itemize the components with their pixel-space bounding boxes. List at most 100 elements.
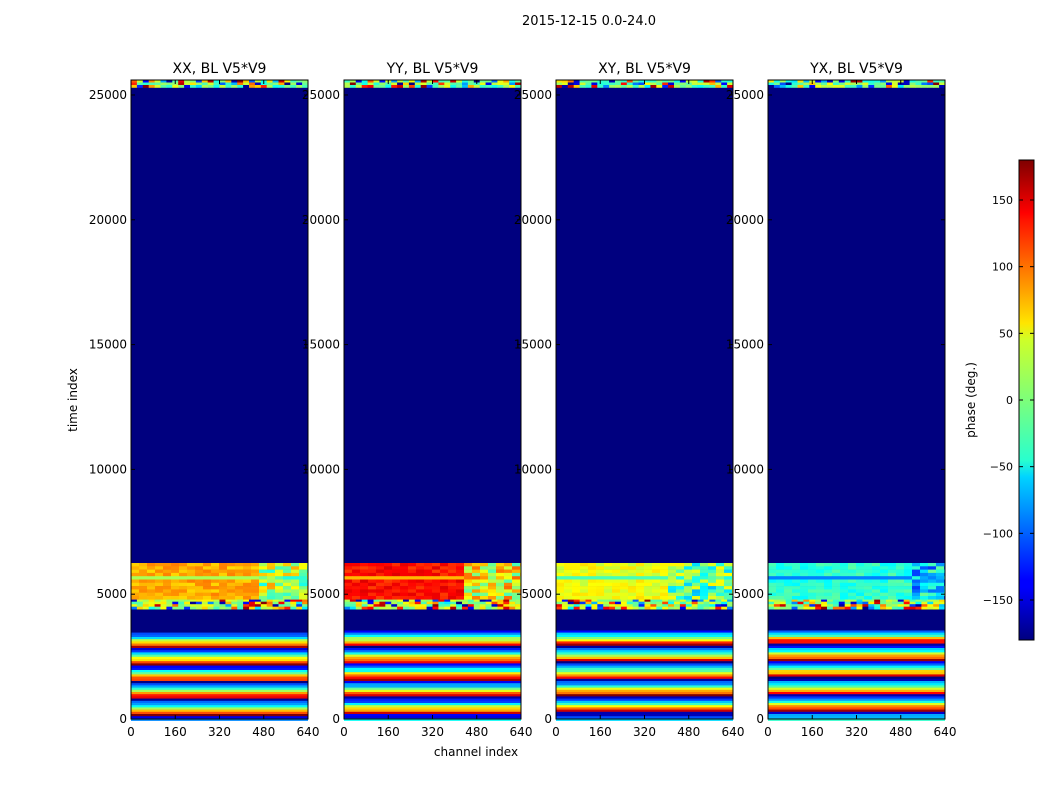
noise-cell	[679, 599, 687, 602]
noise-cell	[497, 80, 504, 83]
band-cell	[684, 572, 693, 577]
noise-cell	[408, 599, 416, 602]
fringe-row	[768, 696, 945, 699]
noise-cell	[691, 601, 698, 605]
band-cell	[203, 562, 212, 567]
noise-cell	[349, 601, 357, 605]
band-cell	[440, 562, 449, 567]
band-cell	[360, 589, 369, 593]
noise-cell	[567, 80, 574, 83]
noise-cell	[644, 599, 651, 602]
band-cell	[448, 572, 457, 577]
band-cell	[131, 566, 140, 570]
band-cell	[235, 582, 244, 587]
noise-cell	[668, 604, 675, 607]
band-cell	[195, 572, 204, 577]
band-cell	[227, 566, 236, 570]
x-tick-label: 640	[510, 725, 533, 739]
noise-cell	[278, 85, 285, 88]
band-cell	[856, 589, 865, 593]
noise-cell	[797, 606, 804, 610]
band-cell	[155, 589, 164, 593]
band-cell	[187, 589, 196, 593]
noise-cell	[473, 601, 480, 605]
noise-cell	[172, 599, 179, 602]
noise-cell	[201, 606, 208, 610]
noise-cell	[249, 601, 256, 605]
band-cell	[283, 582, 292, 587]
band-cell	[368, 595, 377, 600]
band-cell	[440, 579, 449, 584]
band-cell	[604, 566, 613, 570]
noise-cell	[650, 604, 657, 607]
noise-cell	[921, 606, 928, 610]
noise-cell	[862, 604, 869, 607]
band-cell	[768, 595, 777, 600]
colorbar-tick-label: 100	[992, 261, 1013, 274]
noise-cell	[727, 601, 734, 605]
noise-cell	[142, 85, 149, 88]
fringe-row	[768, 707, 945, 710]
noise-cell	[650, 82, 657, 86]
noise-cell	[349, 82, 357, 86]
band-cell	[848, 579, 857, 584]
band-cell	[283, 589, 292, 593]
band-cell	[283, 569, 292, 574]
band-cell	[800, 589, 809, 593]
band-cell	[480, 592, 489, 597]
band-cell	[612, 566, 621, 570]
band-cell	[360, 595, 369, 600]
noise-cell	[768, 604, 775, 607]
band-cell	[456, 572, 465, 577]
noise-cell	[397, 80, 404, 83]
band-cell	[376, 572, 385, 577]
band-cell	[652, 592, 661, 597]
noise-cell	[290, 599, 297, 602]
band-cell	[716, 576, 725, 580]
noise-cell	[809, 604, 816, 607]
fringe-row	[344, 647, 521, 651]
fringe-row	[344, 709, 521, 713]
band-cell	[291, 579, 300, 584]
noise-cell	[237, 599, 244, 602]
noise-cell	[674, 85, 681, 88]
band-cell	[604, 569, 613, 574]
band-cell	[864, 589, 873, 593]
band-cell	[416, 592, 425, 597]
band-cell	[580, 566, 589, 570]
band-cell	[512, 576, 521, 580]
noise-cell	[715, 80, 722, 83]
band-cell	[936, 569, 945, 574]
band-cell	[251, 586, 260, 590]
band-cell	[291, 562, 300, 567]
noise-cell	[886, 601, 893, 605]
fringe-row	[556, 663, 733, 666]
band-cell	[432, 566, 441, 570]
band-cell	[824, 582, 833, 587]
band-cell	[504, 592, 513, 597]
fringe-row	[768, 700, 945, 704]
band-cell	[660, 592, 669, 597]
band-cell	[580, 576, 589, 580]
noise-cell	[367, 606, 374, 610]
y-tick-label: 0	[544, 712, 552, 726]
noise-cell	[597, 599, 604, 602]
x-tick-label: 320	[633, 725, 656, 739]
band-cell	[235, 569, 244, 574]
noise-cell	[891, 85, 899, 88]
noise-cell	[379, 606, 386, 610]
noise-cell	[272, 601, 279, 605]
noise-cell	[868, 80, 875, 83]
fringe-row	[344, 669, 521, 673]
band-cell	[556, 572, 565, 577]
band-cell	[512, 562, 521, 567]
noise-cell	[249, 85, 256, 88]
band-cell	[612, 569, 621, 574]
band-cell	[376, 576, 385, 580]
noise-cell	[426, 604, 433, 607]
noise-cell	[344, 606, 351, 610]
band-cell	[636, 595, 645, 600]
noise-cell	[172, 85, 179, 88]
panel-title: YY, BL V5*V9	[386, 61, 479, 77]
noise-cell	[290, 604, 297, 607]
